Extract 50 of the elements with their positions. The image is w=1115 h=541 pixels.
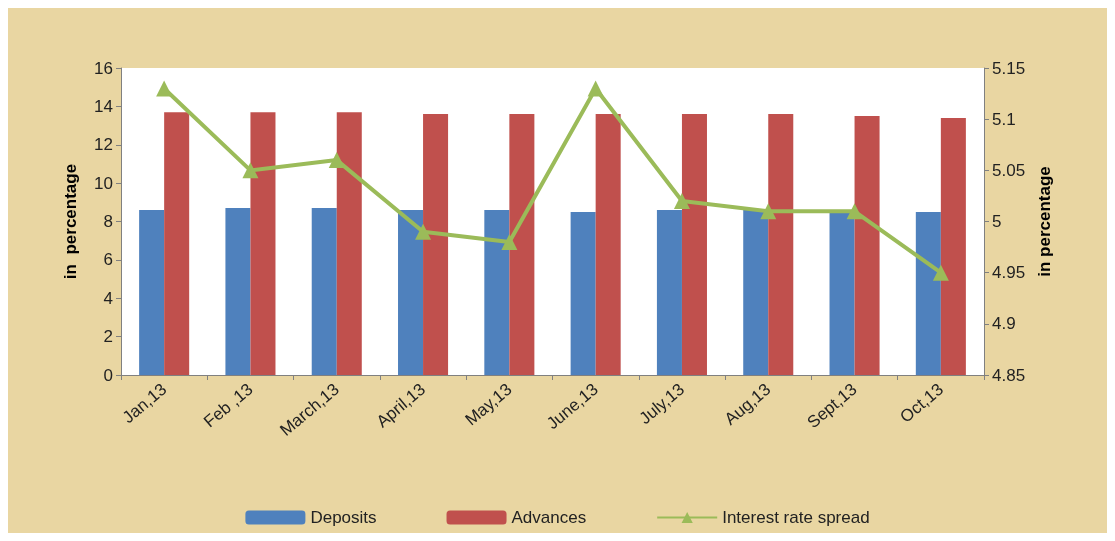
bar [311, 208, 337, 375]
y-tick-label: 6 [103, 250, 113, 270]
y2-axis-title: in percentage [1034, 166, 1054, 277]
bar [743, 209, 769, 375]
bar [854, 115, 880, 375]
bar [164, 112, 190, 375]
y-tick-label: 8 [103, 212, 113, 231]
y2-tick-label: 4.95 [992, 263, 1026, 283]
point [415, 223, 432, 240]
bar [509, 114, 535, 375]
bar [225, 208, 251, 375]
bar [398, 209, 424, 375]
x-tick-label: Feb ,13 [200, 379, 257, 432]
y-tick-label: 14 [94, 96, 113, 116]
y-tick-label: 2 [103, 327, 113, 347]
y-axis-title: in percentage [61, 163, 80, 280]
bar [595, 114, 621, 375]
legend-label: Deposits [310, 508, 377, 527]
point [673, 193, 690, 210]
point [587, 80, 604, 97]
y2-tick-label: 5.05 [992, 160, 1026, 180]
y-tick-label: 0 [103, 365, 113, 385]
y2-tick-label: 5.1 [992, 109, 1016, 129]
y2-tick-label: 5 [992, 212, 1002, 231]
point [328, 152, 345, 169]
point [760, 203, 777, 220]
y-tick-label: 16 [94, 58, 113, 78]
bar [570, 211, 596, 375]
y2-tick-label: 5.15 [992, 58, 1026, 78]
bar [250, 112, 276, 375]
bar [423, 114, 449, 375]
y-tick-label: 12 [94, 135, 113, 155]
point [242, 162, 259, 179]
bar [656, 209, 682, 375]
point [846, 203, 863, 220]
y2-tick-label: 4.85 [992, 365, 1026, 385]
bar [139, 209, 165, 375]
point [932, 264, 949, 281]
legend-label: Interest rate spread [722, 508, 870, 527]
bar [915, 211, 941, 375]
legend-label: Advances [511, 508, 587, 527]
y-tick-label: 4 [103, 288, 113, 308]
y-tick-label: 10 [94, 173, 113, 193]
bar [484, 209, 510, 375]
bar [768, 114, 794, 375]
y2-tick-label: 4.9 [992, 314, 1016, 334]
bar [681, 114, 707, 375]
bar [336, 112, 362, 375]
point [501, 233, 518, 250]
bar [940, 117, 966, 375]
